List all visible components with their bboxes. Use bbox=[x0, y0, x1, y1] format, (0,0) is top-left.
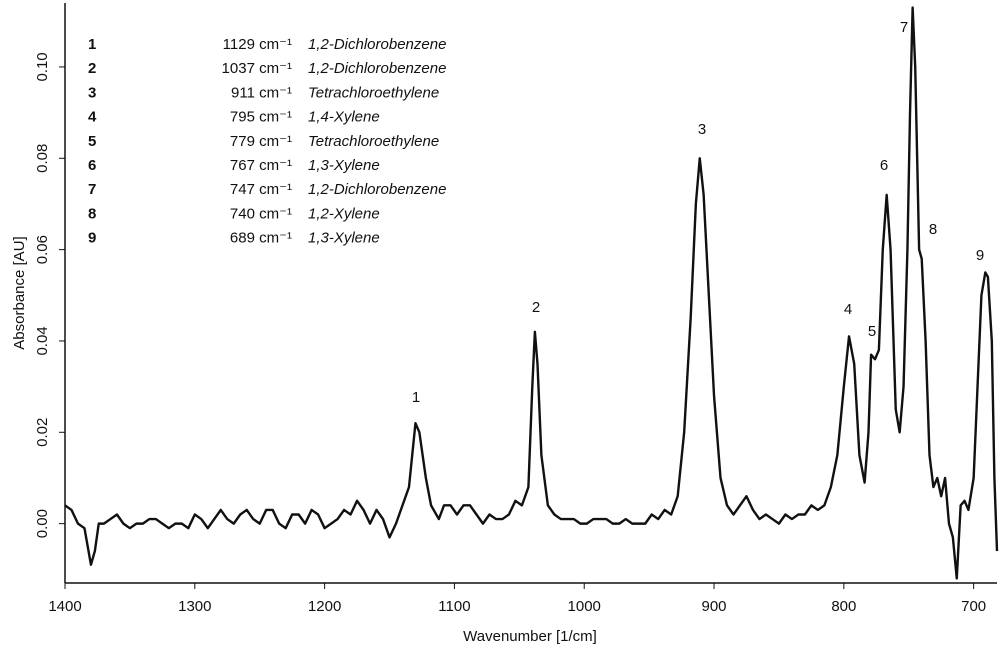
table-wavenumber: 911 cm⁻¹ bbox=[231, 84, 292, 101]
table-peak-number: 7 bbox=[88, 181, 96, 198]
table-peak-number: 1 bbox=[88, 36, 96, 53]
x-tick-label: 1300 bbox=[178, 598, 211, 615]
x-tick-label: 1400 bbox=[48, 598, 81, 615]
table-wavenumber: 795 cm⁻¹ bbox=[230, 109, 292, 126]
table-compound: 1,4-Xylene bbox=[308, 109, 380, 126]
table-compound: 1,2-Dichlorobenzene bbox=[308, 36, 446, 53]
x-tick-label: 1000 bbox=[568, 598, 601, 615]
peak-label: 1 bbox=[412, 389, 420, 406]
table-wavenumber: 779 cm⁻¹ bbox=[230, 133, 292, 150]
x-axis-label: Wavenumber [1/cm] bbox=[463, 628, 597, 645]
y-tick-label: 0.08 bbox=[34, 144, 51, 173]
x-tick-label: 800 bbox=[831, 598, 856, 615]
peak-label: 3 bbox=[698, 121, 706, 138]
x-tick-label: 700 bbox=[961, 598, 986, 615]
table-wavenumber: 689 cm⁻¹ bbox=[230, 230, 292, 247]
table-peak-number: 2 bbox=[88, 60, 96, 77]
x-tick-label: 1200 bbox=[308, 598, 341, 615]
y-tick-label: 0.06 bbox=[34, 235, 51, 264]
y-tick-label: 0.02 bbox=[34, 418, 51, 447]
y-tick-label: 0.04 bbox=[34, 326, 51, 355]
table-compound: 1,2-Dichlorobenzene bbox=[308, 60, 446, 77]
table-wavenumber: 1129 cm⁻¹ bbox=[223, 36, 292, 53]
peak-label: 6 bbox=[880, 157, 888, 174]
table-compound: 1,3-Xylene bbox=[308, 230, 380, 247]
table-compound: Tetrachloroethylene bbox=[308, 84, 439, 101]
peak-label: 9 bbox=[976, 247, 984, 264]
table-peak-number: 6 bbox=[88, 157, 96, 174]
peak-label: 5 bbox=[868, 323, 876, 340]
y-tick-label: 0.00 bbox=[34, 509, 51, 538]
table-peak-number: 4 bbox=[88, 109, 97, 126]
table-compound: 1,3-Xylene bbox=[308, 157, 380, 174]
table-wavenumber: 740 cm⁻¹ bbox=[230, 205, 292, 222]
table-compound: Tetrachloroethylene bbox=[308, 133, 439, 150]
table-wavenumber: 747 cm⁻¹ bbox=[230, 181, 292, 198]
peak-label: 4 bbox=[844, 301, 852, 318]
x-tick-label: 900 bbox=[702, 598, 727, 615]
table-wavenumber: 1037 cm⁻¹ bbox=[222, 60, 292, 77]
table-peak-number: 8 bbox=[88, 205, 96, 222]
table-peak-number: 3 bbox=[88, 84, 96, 101]
peak-label: 8 bbox=[929, 221, 937, 238]
table-peak-number: 9 bbox=[88, 230, 96, 247]
table-peak-number: 5 bbox=[88, 133, 96, 150]
spectrum-line bbox=[64, 6, 999, 580]
y-tick-label: 0.10 bbox=[34, 52, 51, 81]
table-wavenumber: 767 cm⁻¹ bbox=[230, 157, 292, 174]
table-compound: 1,2-Dichlorobenzene bbox=[308, 181, 446, 198]
table-compound: 1,2-Xylene bbox=[308, 205, 380, 222]
peak-label: 2 bbox=[532, 299, 540, 316]
x-tick-label: 1100 bbox=[438, 598, 470, 615]
peak-label: 7 bbox=[900, 19, 908, 36]
y-axis-label: Absorbance [AU] bbox=[11, 236, 28, 349]
